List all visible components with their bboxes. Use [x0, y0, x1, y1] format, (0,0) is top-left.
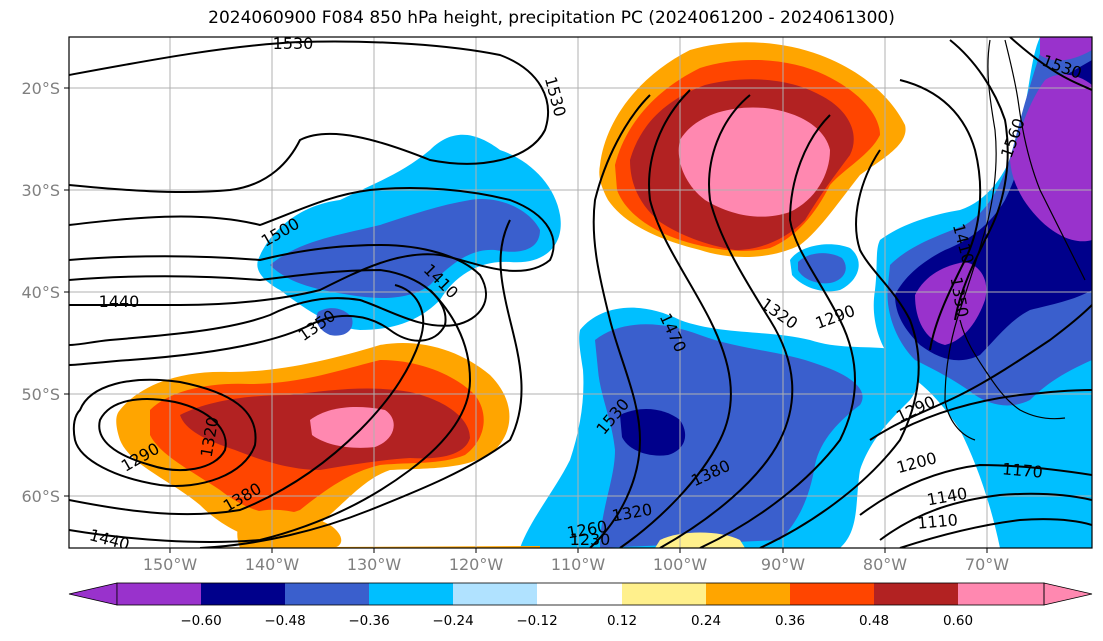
colorbar-tick-label: −0.60	[180, 613, 221, 629]
colorbar: −0.60 −0.48 −0.36 −0.24 −0.12 0.12 0.24 …	[68, 582, 1093, 629]
colorbar-tick-label: 0.24	[691, 613, 721, 629]
contour-label: 1110	[916, 510, 958, 532]
precip-fill-layer	[100, 37, 1092, 548]
contour-label: 1170	[1001, 459, 1043, 481]
colorbar-extend-low	[68, 582, 118, 606]
colorbar-tick-label: 0.60	[943, 613, 973, 629]
chart-title: 2024060900 F084 850 hPa height, precipit…	[208, 8, 895, 28]
height-contours	[69, 37, 1092, 548]
lon-tick-label: 130°W	[347, 555, 402, 574]
colorbar-extend-high	[1043, 582, 1093, 606]
lat-tick-label: 20°S	[21, 79, 60, 98]
lon-tick-label: 100°W	[653, 555, 708, 574]
colorbar-tick-label: −0.12	[516, 613, 557, 629]
lat-tick-label: 50°S	[21, 385, 60, 404]
lon-tick-label: 150°W	[143, 555, 198, 574]
colorbar-tick-label: −0.24	[432, 613, 473, 629]
gridlines	[69, 37, 1092, 548]
lat-tick-label: 60°S	[21, 487, 60, 506]
lat-tick-label: 30°S	[21, 181, 60, 200]
contour-label: 1530	[273, 34, 314, 53]
lon-axis: 150°W 140°W 130°W 120°W 110°W 100°W 90°W…	[143, 548, 1009, 574]
colorbar-tick-label: −0.36	[348, 613, 389, 629]
lat-tick-label: 40°S	[21, 283, 60, 302]
lon-tick-label: 80°W	[863, 555, 907, 574]
lon-tick-label: 90°W	[761, 555, 805, 574]
contour-label: 1440	[99, 292, 140, 311]
colorbar-tick-label: −0.48	[264, 613, 305, 629]
lon-tick-label: 140°W	[245, 555, 300, 574]
colorbar-tick-label: 0.36	[775, 613, 805, 629]
lon-tick-label: 110°W	[551, 555, 606, 574]
colorbar-tick-label: 0.48	[859, 613, 889, 629]
coastlines	[944, 39, 1086, 441]
lon-tick-label: 120°W	[449, 555, 504, 574]
colorbar-tick-label: 0.12	[607, 613, 637, 629]
lat-axis: 20°S 30°S 40°S 50°S 60°S	[21, 79, 69, 506]
contour-label: 1230	[570, 530, 611, 549]
lon-tick-label: 70°W	[965, 555, 1009, 574]
